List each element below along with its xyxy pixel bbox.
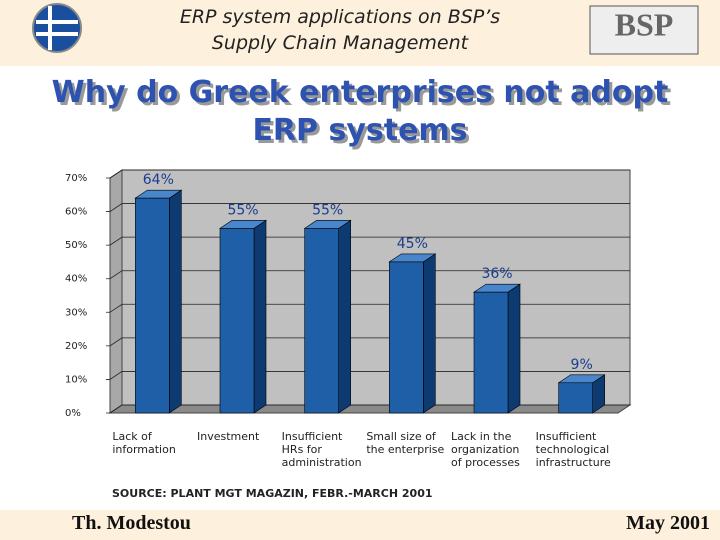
bar <box>389 261 424 414</box>
header-text: ERP system applications on BSP’s Supply … <box>179 6 501 54</box>
y-tick-label: 60% <box>65 207 87 218</box>
logo-text: BSP <box>615 6 674 42</box>
bar-side <box>169 189 182 414</box>
grid-line <box>106 303 630 313</box>
bar-side <box>507 283 521 414</box>
value-label: 55% <box>227 202 258 218</box>
bar <box>558 382 593 414</box>
bar-side <box>338 219 351 414</box>
grid-line <box>106 169 630 179</box>
value-label: 45% <box>397 236 428 252</box>
x-tick-label: Lack of information <box>112 430 176 456</box>
bsp-logo <box>589 5 699 55</box>
y-tick-label: 40% <box>65 274 87 285</box>
x-tick-label: Lack in the organization of processes <box>451 430 520 469</box>
globe-stripes <box>36 6 78 50</box>
y-tick-label: 10% <box>65 374 87 385</box>
footer-band <box>0 510 720 540</box>
slide-title: Why do Greek enterprises not adopt ERP s… <box>51 75 669 148</box>
grid-line <box>106 236 630 246</box>
y-tick-label: 20% <box>65 341 87 352</box>
value-label: 36% <box>481 266 512 282</box>
bar <box>219 228 255 414</box>
x-tick-label: Insufficient technological infrastructur… <box>535 430 611 469</box>
value-label: 9% <box>571 357 593 373</box>
bar-side <box>423 253 436 414</box>
bar-side <box>253 219 267 414</box>
y-tick-label: 50% <box>65 240 87 251</box>
grid-line <box>106 371 630 380</box>
back-wall <box>121 169 631 406</box>
side-wall <box>109 169 123 414</box>
value-label: 55% <box>312 202 343 218</box>
source-note: SOURCE: PLANT MGT MAGAZIN, FEBR.-MARCH 2… <box>112 487 433 500</box>
grid-line <box>106 270 630 280</box>
y-tick-label: 0% <box>65 408 81 419</box>
author: Th. Modestou <box>72 512 191 534</box>
x-tick-label: Small size of the enterprise <box>366 430 445 456</box>
bar <box>135 197 170 414</box>
value-label: 64% <box>143 172 174 188</box>
floor <box>108 404 632 414</box>
date: May 2001 <box>626 512 710 534</box>
grid-line <box>106 337 630 347</box>
y-tick-label: 70% <box>65 173 87 184</box>
bar <box>304 228 339 414</box>
y-tick-label: 30% <box>65 307 87 318</box>
grid-line <box>106 404 630 414</box>
x-tick-label: Investment <box>197 430 260 443</box>
globe-logo <box>32 3 82 53</box>
x-tick-label: Insufficient HRs for administration <box>281 430 362 469</box>
bar <box>473 291 509 414</box>
grid-line <box>106 203 630 212</box>
